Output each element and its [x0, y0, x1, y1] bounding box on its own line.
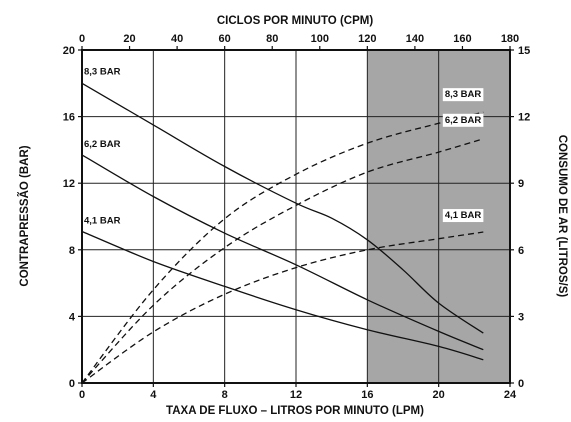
y-tick-label-8: 8 — [69, 245, 75, 257]
tick-labels: 0 4 8 12 16 20 240 20 40 60 80 100 120 140 160 18004812… — [63, 33, 531, 401]
top-tick-label-40: 40 — [171, 33, 183, 45]
top-axis-title: CICLOS POR MINUTO (CPM) — [217, 15, 373, 27]
top-tick-label-0: 0 — [79, 33, 85, 45]
y2-tick-label-0: 0 — [518, 378, 524, 390]
series-label-0: 8,3 BAR — [84, 66, 121, 77]
y-tick-label-4: 4 — [69, 311, 76, 323]
series-label-3: 8,3 BAR — [445, 89, 482, 100]
top-tick-label-120: 120 — [358, 33, 376, 45]
x-tick-label-12: 12 — [290, 389, 302, 401]
series-label-bg-4 — [442, 113, 484, 127]
top-tick-label-180: 180 — [501, 33, 519, 45]
right-axis-title: CONSUMO DE AR (LITROS/S) — [556, 135, 568, 298]
top-tick-label-80: 80 — [266, 33, 278, 45]
x-tick-label-20: 20 — [433, 389, 445, 401]
series-line-air-3 — [81, 111, 484, 384]
series-line-pressure-1 — [81, 154, 484, 351]
y2-tick-label-3: 3 — [518, 311, 524, 323]
x-tick-label-8: 8 — [222, 389, 228, 401]
y2-tick-label-12: 12 — [518, 112, 530, 124]
series-label-4: 6,2 BAR — [445, 115, 482, 126]
y-tick-label-12: 12 — [63, 178, 75, 190]
series-line-air-5 — [81, 231, 484, 384]
y-tick-label-16: 16 — [63, 112, 75, 124]
y2-tick-label-6: 6 — [518, 245, 524, 257]
series-label-2: 4,1 BAR — [84, 215, 121, 226]
x-tick-label-0: 0 — [79, 389, 85, 401]
y2-tick-label-15: 15 — [518, 45, 530, 57]
series-line-pressure-2 — [81, 230, 484, 361]
top-tick-label-160: 160 — [453, 33, 471, 45]
series-label-5: 4,1 BAR — [445, 210, 482, 221]
series-lines — [81, 82, 484, 384]
series-line-air-4 — [81, 138, 484, 384]
series-labels: 8,3 BAR 6,2 BAR 4,1 BAR 8,3 BAR 6,2 BAR 4,1 B… — [84, 66, 484, 226]
y-tick-label-0: 0 — [69, 378, 75, 390]
series-label-1: 6,2 BAR — [84, 139, 121, 150]
series-line-pressure-0 — [81, 82, 484, 334]
top-tick-label-20: 20 — [123, 33, 135, 45]
x-tick-label-16: 16 — [361, 389, 373, 401]
y2-tick-label-9: 9 — [518, 178, 524, 190]
x-tick-label-4: 4 — [150, 389, 157, 401]
left-axis-title: CONTRAPRESSÃO (BAR) — [18, 145, 31, 286]
y-tick-label-20: 20 — [63, 45, 75, 57]
x-axis-title: TAXA DE FLUXO – LITROS POR MINUTO (LPM) — [166, 405, 424, 417]
top-tick-label-140: 140 — [406, 33, 424, 45]
x-tick-label-24: 24 — [504, 389, 517, 401]
top-tick-label-60: 60 — [219, 33, 231, 45]
top-tick-label-100: 100 — [311, 33, 329, 45]
series-label-bg-3 — [442, 88, 484, 102]
series-label-bg-5 — [442, 209, 484, 223]
